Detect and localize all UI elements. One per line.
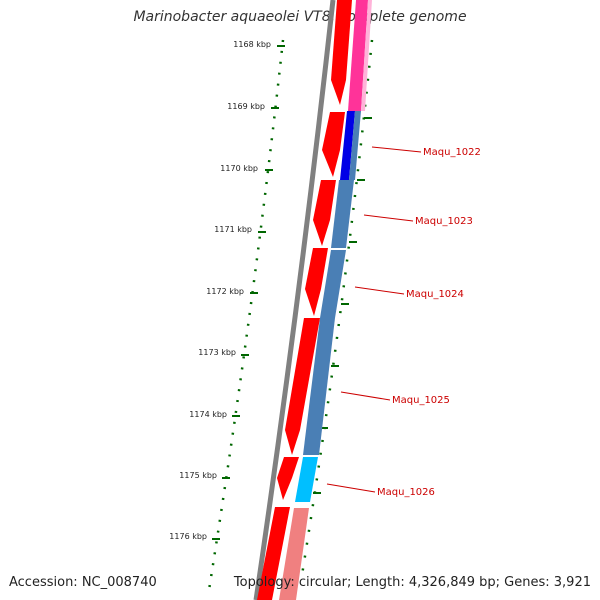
leader-line — [326, 483, 376, 493]
cds-arrow — [257, 507, 290, 600]
tick-label: 1173 kbp — [198, 348, 236, 357]
gene-labels: Maqu_1022 Maqu_1023 Maqu_1024 Maqu_1025 … — [377, 147, 481, 498]
cog-segment-steel — [349, 111, 361, 180]
leader-line — [340, 391, 391, 401]
cog-segment-salmon — [279, 508, 309, 600]
leader-line — [363, 214, 414, 222]
map-title: Marinobacter aquaeolei VT8, complete gen… — [133, 9, 467, 25]
leader-line — [354, 286, 405, 295]
cds-track — [257, 0, 352, 600]
gene-label-maqu-1025: Maqu_1025 — [392, 395, 450, 406]
cog-segment-steel — [331, 180, 354, 248]
leader-line — [371, 146, 422, 153]
gene-label-maqu-1022: Maqu_1022 — [423, 147, 481, 158]
tick-labels: 1168 kbp 1169 kbp 1170 kbp 1171 kbp 1172… — [169, 40, 271, 541]
cds-arrow — [277, 457, 299, 500]
cog-segment-blue — [340, 111, 355, 180]
cds-arrow — [322, 112, 345, 177]
tick-label: 1168 kbp — [233, 40, 271, 49]
tick-label: 1172 kbp — [206, 287, 244, 296]
tick-label: 1174 kbp — [189, 410, 227, 419]
tick-label: 1171 kbp — [214, 225, 252, 234]
tick-label: 1170 kbp — [220, 164, 258, 173]
cog-track — [279, 0, 372, 600]
cds-arrow — [331, 0, 352, 105]
tick-marks — [212, 45, 372, 540]
cds-arrow — [305, 248, 328, 316]
backbone-arc — [253, 0, 336, 600]
gene-leader-lines — [326, 146, 422, 493]
cog-segment-cyan — [295, 457, 318, 502]
tick-label: 1169 kbp — [227, 102, 265, 111]
accession-text: Accession: NC_008740 — [9, 575, 157, 590]
cog-segment-magenta — [348, 0, 368, 111]
gene-label-maqu-1026: Maqu_1026 — [377, 487, 435, 498]
genome-summary-text: Topology: circular; Length: 4,326,849 bp… — [233, 575, 591, 590]
gene-label-maqu-1024: Maqu_1024 — [406, 289, 464, 300]
cds-arrow — [285, 318, 320, 455]
cds-arrow — [313, 180, 336, 246]
tick-label: 1175 kbp — [179, 471, 217, 480]
ruler-dots — [207, 39, 285, 591]
cog-segment-light-pink — [361, 0, 372, 111]
gene-label-maqu-1023: Maqu_1023 — [415, 216, 473, 227]
cog-segment-steel — [320, 250, 346, 318]
cog-segment-steel — [303, 318, 335, 455]
tick-label: 1176 kbp — [169, 532, 207, 541]
